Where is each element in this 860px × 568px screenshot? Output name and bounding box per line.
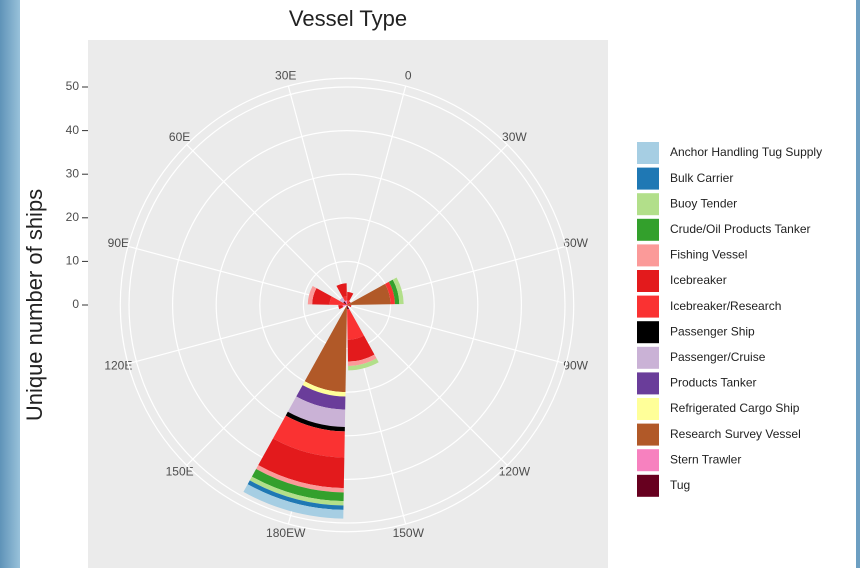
- legend-key: [637, 424, 659, 446]
- legend-label: Icebreaker/Research: [670, 299, 781, 313]
- legend-key: [637, 372, 659, 394]
- legend-key: [637, 270, 659, 292]
- x-tick-label: 90E: [108, 236, 129, 250]
- y-tick-label: 50: [66, 79, 80, 93]
- x-tick-label: 60E: [169, 130, 190, 144]
- legend-key: [637, 296, 659, 318]
- legend-label: Tug: [670, 478, 690, 492]
- legend-key: [637, 398, 659, 420]
- x-tick-label: 60W: [563, 236, 588, 250]
- x-tick-label: 150E: [166, 465, 194, 479]
- legend-key: [637, 244, 659, 266]
- legend-label: Fishing Vessel: [670, 248, 747, 262]
- legend-label: Refrigerated Cargo Ship: [670, 401, 800, 415]
- chart: Vessel Type Unique number of ships 0 10 20…: [0, 0, 860, 568]
- x-tick-label: 30E: [275, 69, 296, 83]
- legend-label: Icebreaker: [670, 273, 727, 287]
- legend-label: Research Survey Vessel: [670, 427, 801, 441]
- y-tick-label: 0: [72, 297, 79, 311]
- y-tick-label: 20: [66, 210, 80, 224]
- legend-key: [637, 475, 659, 497]
- legend-key: [637, 449, 659, 471]
- x-tick-label: 180EW: [266, 526, 306, 540]
- legend-label: Anchor Handling Tug Supply: [670, 145, 822, 159]
- legend-label: Buoy Tender: [670, 196, 737, 210]
- x-tick-label: 0: [405, 69, 412, 83]
- y-tick-label: 10: [66, 254, 80, 268]
- legend-label: Passenger/Cruise: [670, 350, 766, 364]
- legend-label: Bulk Carrier: [670, 171, 733, 185]
- y-axis-title: Unique number of ships: [22, 189, 47, 421]
- chart-title: Vessel Type: [289, 6, 407, 31]
- legend-label: Stern Trawler: [670, 452, 741, 466]
- legend-label: Passenger Ship: [670, 324, 755, 338]
- x-tick-label: 30W: [502, 130, 527, 144]
- legend-label: Crude/Oil Products Tanker: [670, 222, 811, 236]
- legend-key: [637, 347, 659, 369]
- legend-key: [637, 321, 659, 343]
- legend-key: [637, 219, 659, 241]
- legend-label: Products Tanker: [670, 376, 757, 390]
- legend-key: [637, 193, 659, 215]
- y-tick-label: 40: [66, 123, 80, 137]
- x-tick-label: 120W: [499, 465, 531, 479]
- legend-key: [637, 142, 659, 164]
- y-tick-label: 30: [66, 166, 80, 180]
- legend-key: [637, 168, 659, 190]
- x-tick-label: 150W: [393, 526, 425, 540]
